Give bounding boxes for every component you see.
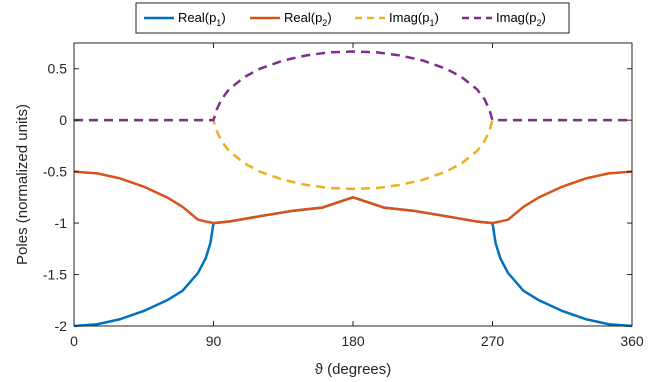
series-line-realp1	[73, 196, 633, 328]
x-tick-label: 0	[70, 333, 78, 349]
axes-box	[73, 42, 633, 327]
x-tick-label: 180	[341, 333, 365, 349]
legend: Real(p1) Real(p2) Imag(p1) Imag(p2)	[135, 2, 570, 34]
legend-entry-label: Real(p1)	[178, 10, 226, 28]
series-line-realp2	[73, 170, 633, 225]
y-tick-label: -1	[55, 215, 68, 231]
x-tick-label: 90	[206, 333, 222, 349]
y-tick-label: 0	[59, 112, 67, 128]
x-tick-label: 360	[620, 333, 644, 349]
axes: 0 90 180 270 360 0.5 0 -0.5 -1 -1.5 -2	[43, 42, 644, 349]
y-tick-label: 0.5	[48, 61, 68, 77]
legend-entry-label: Imag(p1)	[389, 10, 439, 28]
x-tick-label: 270	[481, 333, 505, 349]
x-axis-label: ϑ (degrees)	[315, 361, 392, 378]
series-line-imagp2	[74, 50, 632, 122]
series-line-imagp1	[74, 118, 632, 191]
y-tick-label: -2	[55, 318, 68, 334]
legend-box	[135, 2, 570, 34]
legend-entry-label: Real(p2)	[284, 10, 332, 28]
y-tick-label: -1.5	[43, 267, 67, 283]
legend-entry-label: Imag(p2)	[496, 10, 546, 28]
y-tick-label: -0.5	[43, 164, 67, 180]
plot-area	[73, 50, 633, 328]
y-axis-label: Poles (normalized units)	[14, 104, 31, 265]
